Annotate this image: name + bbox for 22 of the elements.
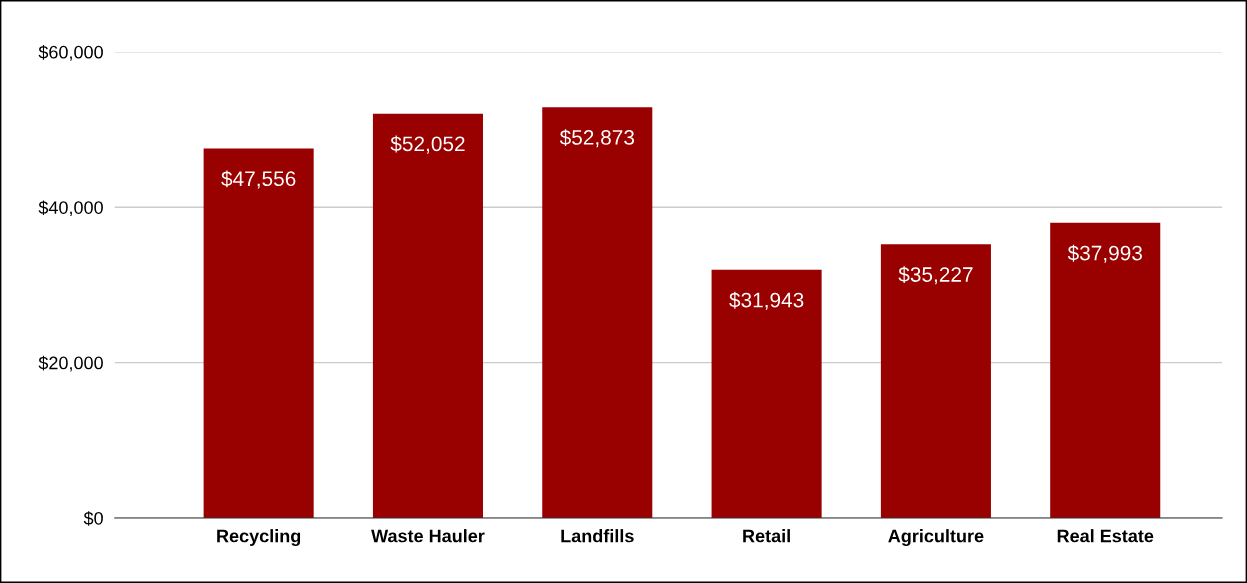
x-tick-label: Agriculture: [888, 529, 984, 547]
bar: [711, 269, 822, 518]
y-tick-label: $60,000: [38, 45, 103, 61]
data-label: $31,943: [729, 291, 804, 310]
bar: [372, 113, 483, 518]
bar: [542, 107, 653, 518]
y-tick-label: $20,000: [38, 355, 103, 372]
data-label: $47,556: [221, 170, 296, 189]
x-tick-label: Recycling: [217, 529, 301, 547]
y-tick-label: $0: [83, 511, 103, 526]
x-tick-label: Retail: [743, 529, 790, 543]
data-label: $52,052: [390, 135, 465, 154]
y-tick-label: $40,000: [38, 200, 103, 217]
bar: [1050, 222, 1161, 518]
data-label: $35,227: [898, 266, 973, 285]
bar: [880, 244, 991, 518]
bar: [203, 148, 314, 518]
data-label: $37,993: [1067, 244, 1142, 263]
x-tick-label: Waste Hauler: [371, 529, 485, 543]
x-tick-label: Landfills: [561, 529, 634, 543]
data-label: $52,873: [559, 129, 635, 148]
x-tick-label: Real Estate: [1057, 529, 1154, 543]
